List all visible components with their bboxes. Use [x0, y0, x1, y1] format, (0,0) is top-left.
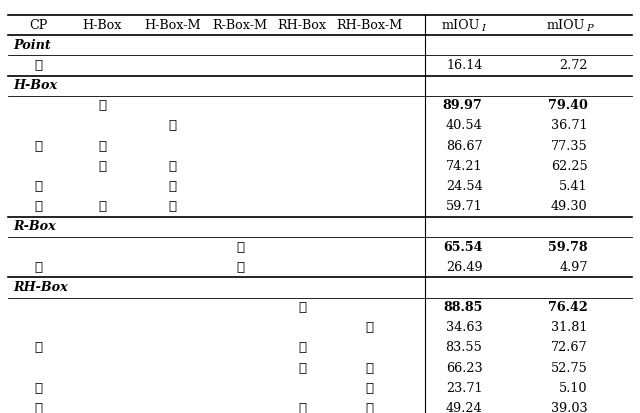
Text: 2.72: 2.72: [559, 59, 588, 72]
Text: 34.63: 34.63: [446, 321, 483, 334]
Text: ✓: ✓: [298, 402, 306, 413]
Text: 39.03: 39.03: [551, 402, 588, 413]
Text: RH-Box-M: RH-Box-M: [337, 19, 403, 31]
Text: 62.25: 62.25: [551, 160, 588, 173]
Text: 88.85: 88.85: [443, 301, 483, 314]
Text: ✓: ✓: [365, 402, 374, 413]
Text: 49.30: 49.30: [551, 200, 588, 213]
Text: 5.10: 5.10: [559, 382, 588, 395]
Text: H-Box: H-Box: [83, 19, 122, 31]
Text: H-Box-M: H-Box-M: [144, 19, 200, 31]
Text: 59.78: 59.78: [548, 241, 588, 254]
Text: ✓: ✓: [35, 382, 42, 395]
Text: ✓: ✓: [168, 180, 176, 193]
Text: ✓: ✓: [168, 200, 176, 213]
Text: 49.24: 49.24: [446, 402, 483, 413]
Text: ✓: ✓: [35, 140, 42, 153]
Text: ✓: ✓: [298, 362, 306, 375]
Text: 86.67: 86.67: [446, 140, 483, 153]
Text: ✓: ✓: [35, 261, 42, 274]
Text: P: P: [586, 24, 593, 33]
Text: 65.54: 65.54: [443, 241, 483, 254]
Text: mIOU: mIOU: [442, 19, 480, 31]
Text: 79.40: 79.40: [548, 99, 588, 112]
Text: I: I: [481, 24, 485, 33]
Text: 66.23: 66.23: [446, 362, 483, 375]
Text: ✓: ✓: [168, 119, 176, 133]
Text: 24.54: 24.54: [445, 180, 483, 193]
Text: ✓: ✓: [168, 160, 176, 173]
Text: ✓: ✓: [35, 342, 42, 354]
Text: 36.71: 36.71: [551, 119, 588, 133]
Text: mIOU: mIOU: [547, 19, 585, 31]
Text: ✓: ✓: [298, 301, 306, 314]
Text: RH-Box: RH-Box: [13, 281, 68, 294]
Text: 26.49: 26.49: [446, 261, 483, 274]
Text: RH-Box: RH-Box: [278, 19, 327, 31]
Text: 76.42: 76.42: [548, 301, 588, 314]
Text: ✓: ✓: [365, 382, 374, 395]
Text: ✓: ✓: [98, 99, 106, 112]
Text: 5.41: 5.41: [559, 180, 588, 193]
Text: 77.35: 77.35: [551, 140, 588, 153]
Text: ✓: ✓: [298, 342, 306, 354]
Text: ✓: ✓: [98, 200, 106, 213]
Text: 31.81: 31.81: [551, 321, 588, 334]
Text: 23.71: 23.71: [446, 382, 483, 395]
Text: ✓: ✓: [35, 402, 42, 413]
Text: 52.75: 52.75: [551, 362, 588, 375]
Text: ✓: ✓: [365, 362, 374, 375]
Text: 83.55: 83.55: [445, 342, 483, 354]
Text: ✓: ✓: [35, 200, 42, 213]
Text: ✓: ✓: [98, 160, 106, 173]
Text: 40.54: 40.54: [445, 119, 483, 133]
Text: R-Box-M: R-Box-M: [212, 19, 268, 31]
Text: ✓: ✓: [236, 261, 244, 274]
Text: ✓: ✓: [98, 140, 106, 153]
Text: H-Box: H-Box: [13, 79, 57, 92]
Text: 4.97: 4.97: [559, 261, 588, 274]
Text: CP: CP: [29, 19, 47, 31]
Text: 16.14: 16.14: [446, 59, 483, 72]
Text: ✓: ✓: [236, 241, 244, 254]
Text: ✓: ✓: [365, 321, 374, 334]
Text: 72.67: 72.67: [551, 342, 588, 354]
Text: 74.21: 74.21: [446, 160, 483, 173]
Text: Point: Point: [13, 39, 51, 52]
Text: 59.71: 59.71: [446, 200, 483, 213]
Text: R-Box: R-Box: [13, 221, 56, 233]
Text: ✓: ✓: [35, 180, 42, 193]
Text: ✓: ✓: [35, 59, 42, 72]
Text: 89.97: 89.97: [443, 99, 483, 112]
